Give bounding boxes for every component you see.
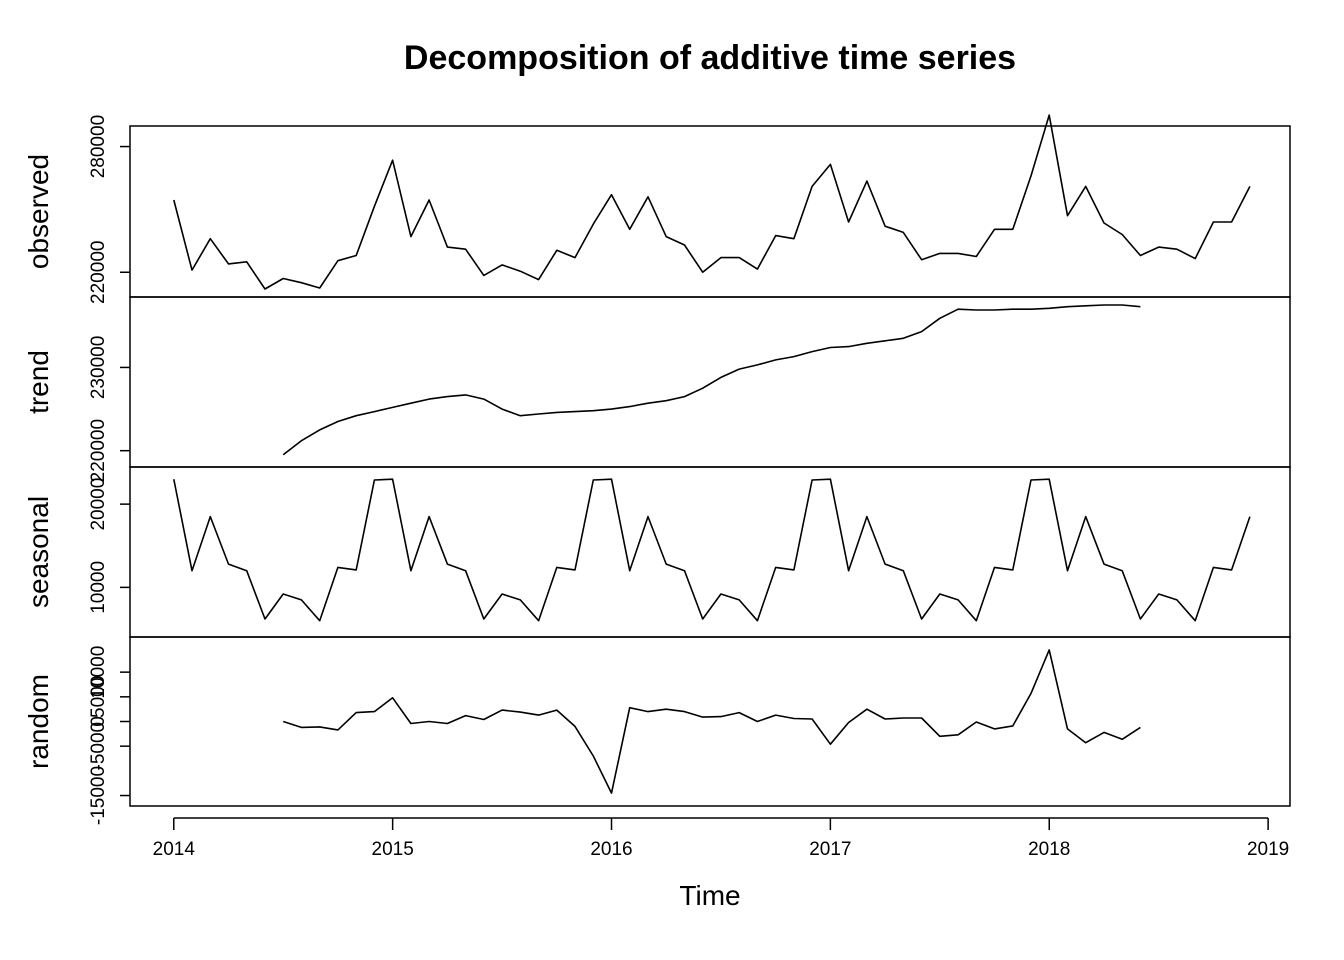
panel-label-seasonal: seasonal — [23, 496, 54, 608]
y-tick-label-observed: 220000 — [88, 241, 109, 304]
panel-frame-observed — [129, 125, 1291, 298]
panel-frame-random — [129, 636, 1291, 807]
x-tick-label: 2017 — [809, 839, 851, 860]
y-tick-label-random: 0 — [88, 716, 109, 727]
x-axis-label: Time — [679, 880, 740, 911]
x-tick-label: 2016 — [590, 839, 632, 860]
y-tick-label-seasonal: 10000 — [88, 561, 109, 614]
panel-label-observed: observed — [23, 154, 54, 269]
series-line-seasonal — [173, 478, 1251, 622]
x-axis: 2014 2015 2016 2017 2018 2019 — [153, 817, 1289, 860]
y-tick-label-trend: 220000 — [88, 419, 109, 482]
x-tick-label: 2018 — [1028, 839, 1070, 860]
y-tick-label-random: -15000 — [88, 766, 109, 825]
y-tick-label-trend: 230000 — [88, 336, 109, 399]
panels-group: observed 220000 280000 trend 220000 230000 sea… — [23, 114, 1291, 825]
panel-frame-trend — [129, 296, 1291, 468]
y-tick-label-random: 10000 — [88, 646, 109, 699]
chart-title: Decomposition of additive time series — [404, 39, 1016, 77]
y-tick-label-random: 5000 — [88, 676, 109, 718]
panel-trend: trend 220000 230000 — [23, 296, 1291, 482]
series-line-observed — [173, 114, 1251, 290]
y-tick-label-seasonal: 20000 — [88, 478, 109, 531]
series-line-random — [282, 649, 1141, 794]
x-tick-label: 2019 — [1247, 839, 1289, 860]
panel-frame-seasonal — [129, 466, 1291, 638]
panel-observed: observed 220000 280000 — [23, 114, 1291, 304]
panel-label-random: random — [23, 674, 54, 769]
y-tick-label-random: -5000 — [88, 722, 109, 771]
x-tick-label: 2015 — [372, 839, 414, 860]
series-line-trend — [282, 304, 1141, 456]
y-tick-label-observed: 280000 — [88, 115, 109, 178]
panel-seasonal: seasonal 10000 20000 — [23, 466, 1291, 638]
panel-label-trend: trend — [23, 350, 54, 414]
x-tick-label: 2014 — [153, 839, 196, 860]
